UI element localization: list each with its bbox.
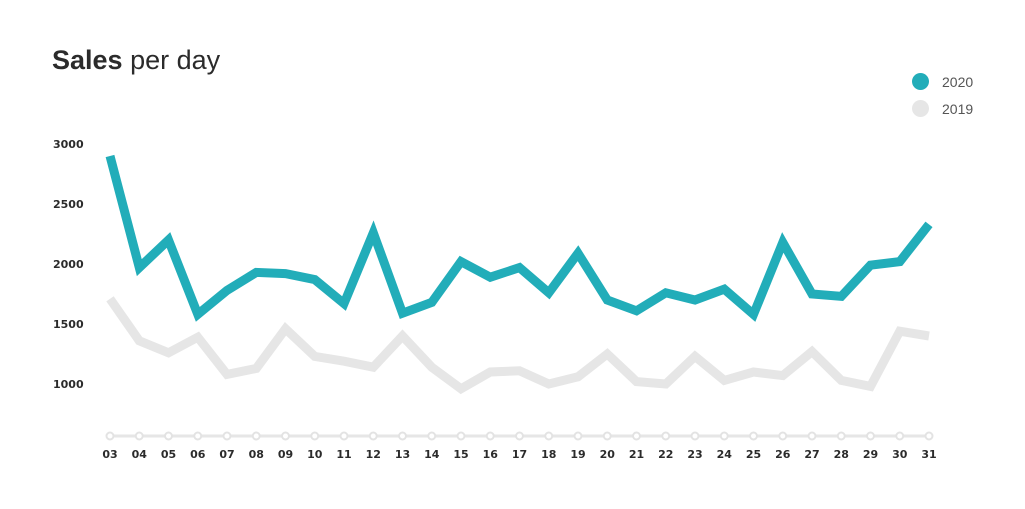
- x-tick-dot-16: [485, 431, 495, 441]
- x-tick-dot-29: [866, 431, 875, 441]
- series-layer: [105, 154, 933, 395]
- x-tick-label-29: 29: [863, 448, 878, 461]
- legend-item-2019: 2019: [912, 95, 973, 122]
- x-tick-label-20: 20: [600, 448, 616, 461]
- x-tick-label-22: 22: [658, 448, 673, 461]
- legend-label-2020: 2020: [942, 73, 974, 90]
- x-tick-label-27: 27: [804, 448, 819, 461]
- x-tick-label-28: 28: [834, 448, 849, 461]
- x-tick-label-14: 14: [424, 448, 440, 461]
- chart-title-rest: per day: [130, 45, 221, 75]
- x-tick-label-08: 08: [249, 448, 264, 461]
- chart-title: Sales per day: [52, 44, 220, 76]
- x-tick-label-07: 07: [219, 448, 234, 461]
- x-tick-label-06: 06: [190, 448, 206, 461]
- x-tick-label-18: 18: [541, 448, 556, 461]
- x-tick-dot-19: [573, 431, 583, 441]
- x-tick-label-30: 30: [892, 448, 908, 461]
- x-tick-dot-28: [836, 431, 846, 441]
- x-tick-dot-11: [339, 431, 349, 441]
- x-tick-dot-27: [807, 431, 817, 441]
- x-tick-dot-04: [134, 431, 144, 441]
- x-tick-label-19: 19: [570, 448, 585, 461]
- series-line-2019: [106, 296, 930, 395]
- x-tick-label-12: 12: [366, 448, 381, 461]
- x-tick-label-21: 21: [629, 448, 644, 461]
- x-tick-dot-09: [281, 431, 290, 441]
- y-tick-label-1500: 1500: [53, 318, 84, 331]
- x-tick-dot-14: [427, 431, 437, 441]
- y-tick-label-1000: 1000: [53, 378, 84, 391]
- x-tick-dot-31: [924, 431, 934, 441]
- x-tick-label-09: 09: [278, 448, 293, 461]
- legend-swatch-2020: [912, 73, 929, 90]
- x-tick-label-15: 15: [453, 448, 468, 461]
- x-axis: 03 04 05 06 07 08 09 10 11 12 13 14 15 16 17 18 19 20 21 22…: [102, 431, 937, 461]
- x-tick-dot-15: [456, 431, 466, 441]
- x-tick-dot-25: [749, 431, 758, 441]
- x-tick-dot-20: [602, 431, 612, 441]
- x-tick-dot-03: [105, 431, 115, 441]
- x-tick-dot-23: [690, 431, 700, 441]
- chart-title-bold: Sales: [52, 45, 123, 75]
- x-tick-dot-13: [398, 431, 407, 441]
- x-tick-label-16: 16: [483, 448, 499, 461]
- x-tick-dot-24: [719, 431, 729, 441]
- x-tick-dot-08: [251, 431, 261, 441]
- legend-label-2019: 2019: [942, 100, 974, 117]
- x-tick-label-26: 26: [775, 448, 791, 461]
- x-tick-label-03: 03: [102, 448, 117, 461]
- x-tick-label-04: 04: [132, 448, 148, 461]
- x-tick-dot-10: [310, 431, 320, 441]
- x-tick-dot-06: [193, 431, 203, 441]
- legend-swatch-2019: [912, 100, 929, 117]
- y-axis: 1000 1500 2000 2500 3000: [53, 138, 84, 391]
- y-tick-label-2500: 2500: [53, 198, 84, 211]
- x-tick-label-05: 05: [161, 448, 176, 461]
- x-tick-dot-05: [164, 431, 173, 441]
- legend-item-2020: 2020: [912, 68, 973, 95]
- x-tick-dot-18: [544, 431, 554, 441]
- y-tick-label-2000: 2000: [53, 258, 84, 271]
- x-tick-dot-07: [222, 431, 232, 441]
- series-line-2020: [105, 154, 933, 322]
- x-tick-label-13: 13: [395, 448, 410, 461]
- y-tick-label-3000: 3000: [53, 138, 84, 151]
- x-tick-dot-17: [515, 431, 524, 441]
- x-tick-label-17: 17: [512, 448, 527, 461]
- x-tick-dot-21: [632, 431, 641, 441]
- x-tick-dot-30: [895, 431, 905, 441]
- x-tick-dot-22: [661, 431, 671, 441]
- x-tick-label-10: 10: [307, 448, 323, 461]
- x-tick-label-31: 31: [921, 448, 936, 461]
- chart-legend: 2020 2019: [912, 68, 973, 122]
- x-tick-dot-12: [368, 431, 378, 441]
- x-tick-label-11: 11: [336, 448, 351, 461]
- x-tick-dot-26: [778, 431, 788, 441]
- x-tick-label-25: 25: [746, 448, 761, 461]
- x-tick-label-23: 23: [687, 448, 702, 461]
- x-tick-label-24: 24: [717, 448, 733, 461]
